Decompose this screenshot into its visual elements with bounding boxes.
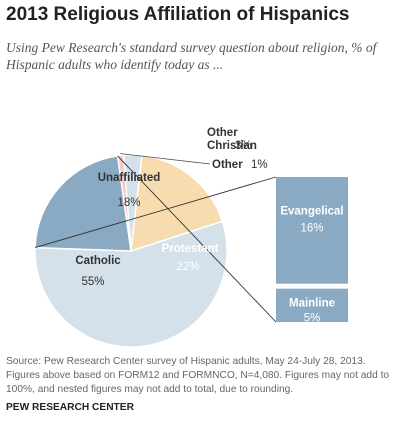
slice-value-unaffiliated: 18% [117, 197, 140, 209]
slice-label-other-christian-line1: Other [207, 127, 238, 139]
breakout-connector-bottom [117, 155, 277, 323]
breakout-value-evangelical: 16% [300, 222, 323, 234]
leader-line-other [120, 153, 211, 165]
slice-label-protestant: Protestant [162, 243, 219, 255]
slice-value-other-christian: 3% [235, 140, 252, 152]
breakout-connector-top [34, 176, 277, 249]
chart-subtitle: Using Pew Research's standard survey que… [6, 40, 377, 72]
slice-value-catholic: 55% [81, 276, 104, 288]
slice-label-unaffiliated: Unaffiliated [98, 172, 161, 184]
slice-value-other: 1% [251, 159, 268, 171]
breakout-bar-mainline [276, 288, 348, 322]
slice-catholic [34, 220, 228, 348]
chart-title: 2013 Religious Affiliation of Hispanics [6, 4, 350, 25]
source-note: Source: Pew Research Center survey of Hi… [6, 356, 390, 395]
slice-protestant [34, 155, 132, 252]
brand-footer: PEW RESEARCH CENTER [6, 402, 134, 413]
pie-chart: Catholic 55% Protestant 22% Unaffiliated 18% O… [34, 127, 348, 348]
breakout-label-evangelical: Evangelical [280, 205, 343, 217]
slice-value-protestant: 22% [176, 261, 199, 273]
slice-label-other-christian-line2: Christian [207, 140, 257, 152]
slice-label-other: Other [212, 159, 243, 171]
breakout-value-mainline: 5% [304, 313, 321, 325]
slice-label-catholic: Catholic [75, 255, 121, 267]
breakout-bar-evangelical [276, 177, 348, 284]
breakout-label-mainline: Mainline [289, 298, 335, 310]
